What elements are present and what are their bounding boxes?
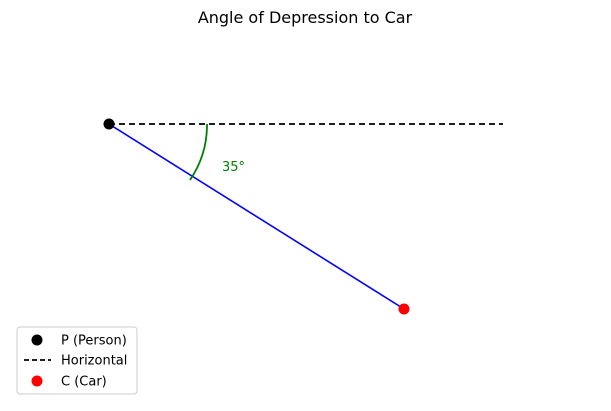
legend-item-person: P (Person) <box>31 334 127 349</box>
legend-box <box>16 326 138 395</box>
person-point <box>103 118 115 130</box>
legend-car-label: C (Car) <box>61 375 107 390</box>
diagram-title: Angle of Depression to Car <box>198 8 413 27</box>
legend-person-label: P (Person) <box>61 334 127 349</box>
line-of-sight <box>108 123 405 310</box>
legend-item-car: C (Car) <box>31 375 107 390</box>
angle-label: 35° <box>222 160 245 175</box>
legend-car-marker <box>31 375 43 387</box>
angle-arc <box>189 123 208 181</box>
legend: P (Person) Horizontal C (Car) <box>16 326 138 395</box>
legend-item-horizontal: Horizontal <box>24 354 127 369</box>
legend-person-marker <box>31 334 43 346</box>
car-point <box>398 303 410 315</box>
legend-horizontal-label: Horizontal <box>61 354 127 369</box>
